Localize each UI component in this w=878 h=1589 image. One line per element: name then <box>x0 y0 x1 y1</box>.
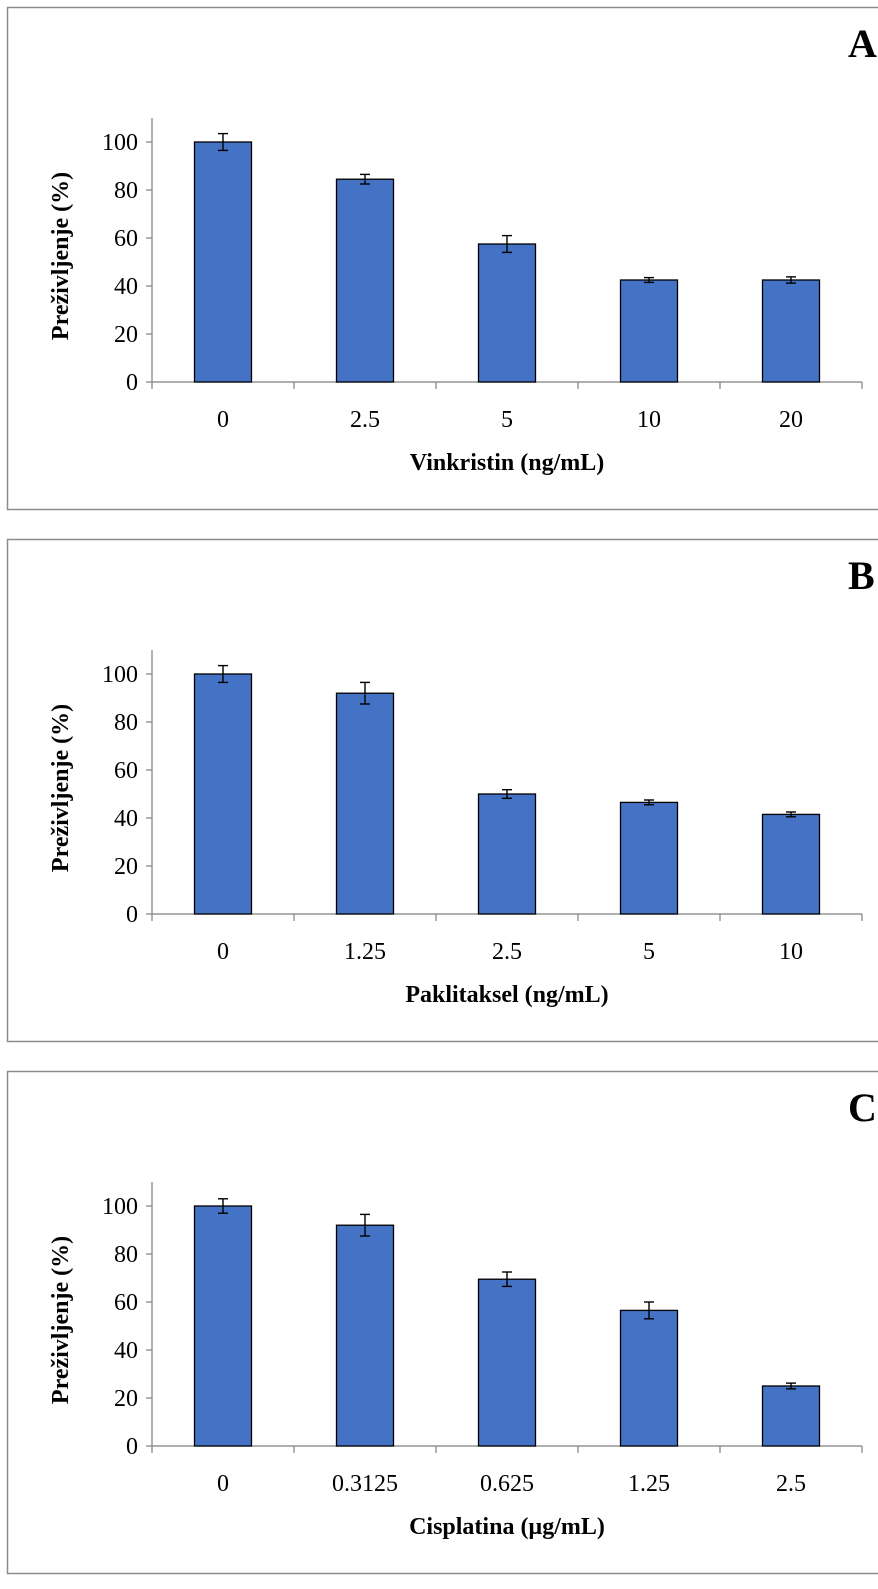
panel-frame <box>8 8 878 510</box>
bar <box>763 814 820 914</box>
bar <box>763 1386 820 1446</box>
y-tick-label: 40 <box>114 1338 138 1364</box>
x-tick-label: 10 <box>779 939 803 965</box>
x-tick-label: 2.5 <box>492 939 522 965</box>
bar <box>479 244 536 382</box>
chart-panel-a: A 0 20 40 60 80 100 0 2.5 5 10 20 Vinkristin (ng/m… <box>0 0 878 525</box>
x-tick-label: 2.5 <box>350 407 380 433</box>
x-tick-label: 5 <box>501 407 513 433</box>
y-tick-label: 0 <box>126 1434 138 1460</box>
x-tick-label: 0 <box>217 939 229 965</box>
bar <box>195 1206 252 1446</box>
x-tick-label: 0.3125 <box>332 1471 398 1497</box>
y-tick-label: 20 <box>114 854 138 880</box>
panel-label: A <box>848 21 877 66</box>
bar <box>621 1310 678 1446</box>
chart-panel-b: B 0 20 40 60 80 100 0 1.25 2.5 5 10 Paklitaksel (n… <box>0 532 878 1057</box>
y-tick-label: 40 <box>114 274 138 300</box>
panel-frame <box>8 1072 878 1574</box>
bar <box>479 1279 536 1446</box>
y-tick-label: 60 <box>114 226 138 252</box>
bar <box>621 280 678 382</box>
bar <box>337 179 394 382</box>
bar <box>763 280 820 382</box>
x-axis-title: Vinkristin (ng/mL) <box>410 450 604 476</box>
y-tick-label: 80 <box>114 178 138 204</box>
y-tick-label: 80 <box>114 710 138 736</box>
y-tick-label: 100 <box>102 130 138 156</box>
y-tick-label: 80 <box>114 1242 138 1268</box>
y-axis-title: Preživljenje (%) <box>48 172 74 340</box>
x-tick-label: 1.25 <box>628 1471 670 1497</box>
x-tick-label: 20 <box>779 407 803 433</box>
panel-frame <box>8 540 878 1042</box>
y-tick-label: 60 <box>114 758 138 784</box>
y-tick-label: 20 <box>114 322 138 348</box>
panel-label: C <box>848 1085 877 1130</box>
panel-label: B <box>848 553 875 598</box>
x-axis-title: Paklitaksel (ng/mL) <box>405 982 608 1008</box>
x-tick-label: 0 <box>217 407 229 433</box>
bar <box>621 802 678 914</box>
x-tick-label: 1.25 <box>344 939 386 965</box>
x-tick-label: 0 <box>217 1471 229 1497</box>
x-axis-title: Cisplatina (µg/mL) <box>409 1514 605 1540</box>
y-tick-label: 60 <box>114 1290 138 1316</box>
x-tick-label: 0.625 <box>480 1471 534 1497</box>
bar <box>479 794 536 914</box>
y-tick-label: 0 <box>126 902 138 928</box>
bar <box>195 674 252 914</box>
y-tick-label: 100 <box>102 662 138 688</box>
y-tick-label: 40 <box>114 806 138 832</box>
bar <box>195 142 252 382</box>
y-tick-label: 20 <box>114 1386 138 1412</box>
chart-panel-c: C 0 20 40 60 80 100 0 0.3125 0.625 1.25 2.5 Cispla… <box>0 1064 878 1589</box>
bar <box>337 693 394 914</box>
y-tick-label: 0 <box>126 370 138 396</box>
y-axis-title: Preživljenje (%) <box>48 1236 74 1404</box>
x-tick-label: 10 <box>637 407 661 433</box>
x-tick-label: 5 <box>643 939 655 965</box>
bar <box>337 1225 394 1446</box>
y-tick-label: 100 <box>102 1194 138 1220</box>
x-tick-label: 2.5 <box>776 1471 806 1497</box>
y-axis-title: Preživljenje (%) <box>48 704 74 872</box>
